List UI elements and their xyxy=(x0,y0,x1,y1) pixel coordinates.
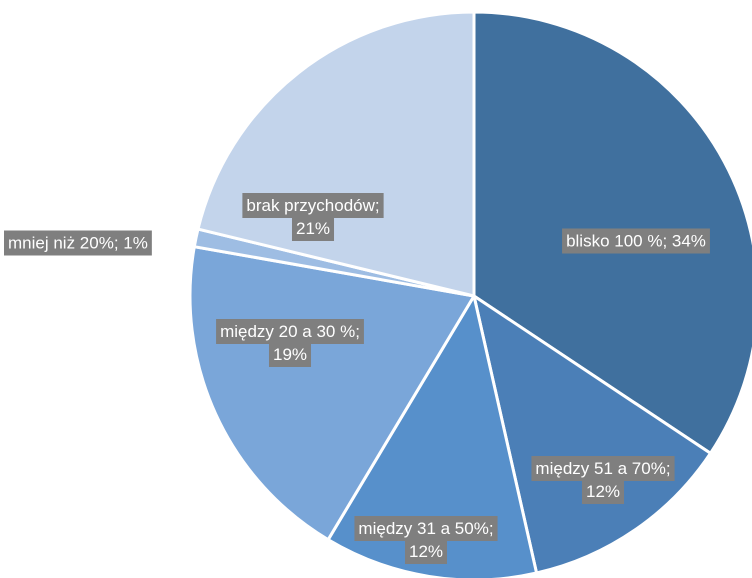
data-label-4: między 20 a 30 %; 19% xyxy=(216,319,364,367)
data-label-text: brak przychodów; xyxy=(246,196,379,215)
data-label-background xyxy=(268,342,312,367)
data-label-2: między 51 a 70%; 12% xyxy=(531,456,675,504)
data-label-1: blisko 100 %; 34% xyxy=(562,228,710,254)
data-label-text: blisko 100 %; 34% xyxy=(566,232,706,251)
data-label-text: 12% xyxy=(586,482,620,501)
data-label-text: 19% xyxy=(273,345,307,364)
data-label-3: między 31 a 50%; 12% xyxy=(354,516,498,564)
data-label-text: między 51 a 70%; xyxy=(535,459,670,478)
data-label-background xyxy=(4,230,152,256)
data-label-5: mniej niż 20%; 1% xyxy=(4,230,152,256)
pie-slice-6 xyxy=(196,10,476,298)
data-label-text: 12% xyxy=(409,542,443,561)
data-label-background xyxy=(531,456,675,481)
data-label-text: między 20 a 30 %; xyxy=(220,322,360,341)
data-label-background xyxy=(354,516,498,541)
data-label-text: między 31 a 50%; xyxy=(358,519,493,538)
data-labels: blisko 100 %; 34%między 51 a 70%;12%międ… xyxy=(4,193,710,564)
data-label-background xyxy=(562,228,710,254)
pie-slices xyxy=(188,10,752,578)
pie-slice-2 xyxy=(472,294,712,575)
data-label-text: mniej niż 20%; 1% xyxy=(8,234,148,253)
pie-slice-3 xyxy=(326,294,539,578)
data-label-background xyxy=(291,216,335,241)
data-label-background xyxy=(216,319,364,344)
data-label-background xyxy=(404,539,448,564)
data-label-text: 21% xyxy=(296,219,330,238)
data-label-6: brak przychodów; 21% xyxy=(242,193,384,241)
data-label-background xyxy=(581,479,625,504)
data-label-background xyxy=(242,193,384,218)
